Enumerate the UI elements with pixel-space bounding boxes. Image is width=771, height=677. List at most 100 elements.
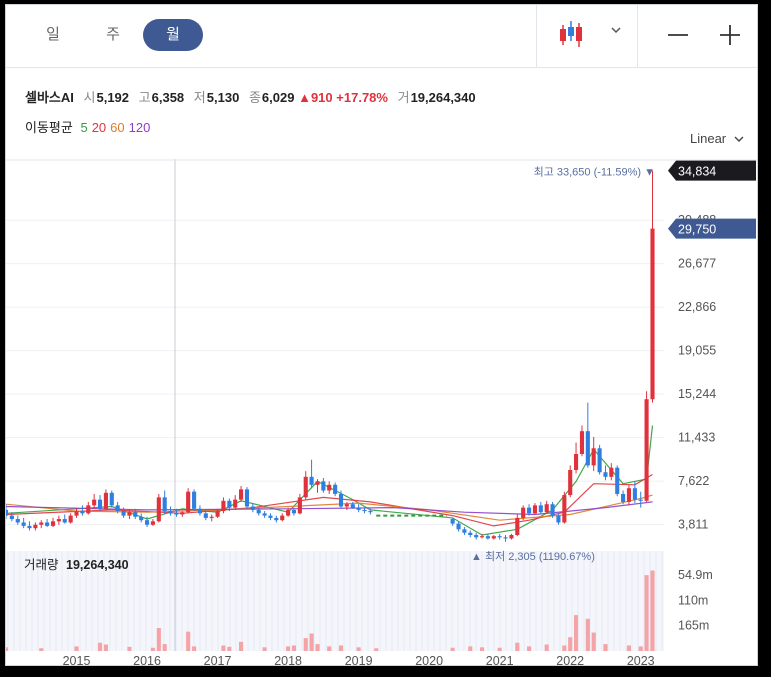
candle-body — [256, 509, 261, 514]
chart-window: 일 주 월 셀바스AI 시5,192 고6,358 저5,130 종6 — [5, 4, 758, 666]
volume-value: 19,264,340 — [410, 90, 476, 105]
volume-bar — [568, 637, 573, 651]
ma-line-5 — [6, 425, 654, 536]
chart-type-selector[interactable] — [536, 5, 638, 67]
candle-body — [615, 467, 620, 494]
candle-body — [197, 508, 203, 514]
volume-bar — [103, 644, 108, 651]
candle-body — [368, 511, 373, 513]
candle-body — [591, 448, 596, 466]
candle-body — [521, 507, 526, 518]
high-price-tag — [668, 160, 756, 181]
candle-body — [544, 504, 549, 513]
x-tick-label: 2019 — [345, 654, 373, 666]
close-label: 종 — [248, 90, 261, 105]
candle-body — [262, 513, 267, 516]
candle-body — [632, 488, 637, 500]
candle-body — [239, 489, 244, 500]
minus-icon — [668, 34, 688, 36]
x-tick-label: 2017 — [204, 654, 232, 666]
candle-body — [362, 509, 367, 512]
volume-bar — [468, 646, 473, 651]
volume-bar — [356, 647, 361, 651]
volume-bar — [585, 618, 590, 651]
volume-bar — [227, 646, 232, 651]
volume-bar — [291, 645, 297, 651]
candle-body — [280, 515, 285, 521]
volume-panel-label: 거래량 — [24, 558, 59, 572]
candle-body — [109, 492, 114, 506]
high-label: 고 — [138, 90, 151, 105]
candle-body — [139, 516, 144, 521]
ma-120-label[interactable]: 120 — [128, 120, 151, 135]
candle-body — [585, 431, 590, 466]
candle-body — [15, 519, 20, 523]
candle-body — [338, 493, 344, 507]
moving-average-label: 이동평균 — [25, 120, 73, 135]
ma-60-label[interactable]: 60 — [110, 120, 125, 135]
close-value: 6,029 — [261, 90, 295, 105]
x-tick-label: 2022 — [556, 654, 584, 666]
max-price-annotation: 최고 33,650 (-11.59%) ▼ — [534, 166, 655, 179]
x-tick-label: 2016 — [133, 654, 161, 666]
volume-bar — [239, 641, 244, 651]
volume-bar — [286, 646, 291, 651]
tab-week[interactable]: 주 — [106, 26, 120, 43]
min-price-annotation: ▲ 최저 2,305 (1190.67%) — [471, 550, 595, 563]
y-tick-label: 3,811 — [678, 518, 708, 532]
candle-body — [509, 535, 514, 539]
low-label: 저 — [193, 90, 206, 105]
candle-body — [462, 529, 467, 533]
candle-body — [333, 484, 338, 494]
x-tick-label: 2015 — [63, 654, 91, 666]
candle-body — [209, 516, 214, 518]
volume-bar — [338, 645, 344, 651]
zoom-out-button[interactable] — [658, 17, 698, 53]
candle-body — [27, 525, 32, 529]
candle-body — [180, 512, 185, 515]
scale-selector[interactable]: Linear — [690, 131, 746, 146]
ma-20-label[interactable]: 20 — [91, 120, 107, 135]
candle-body — [621, 493, 626, 502]
volume-bar — [97, 642, 103, 651]
y-tick-label: 11,433 — [678, 431, 715, 445]
candle-body — [327, 484, 332, 491]
y-tick-label: 7,622 — [678, 474, 709, 488]
change-percent: +17.78% — [336, 90, 388, 105]
volume-bar — [603, 644, 608, 651]
chart-canvas[interactable]: 3,811 7,622 11,433 15,244 19,055 22,866 26,677… — [6, 5, 758, 666]
ma-5-label[interactable]: 5 — [80, 120, 88, 135]
tab-day[interactable]: 일 — [46, 26, 60, 43]
candle-body — [532, 505, 537, 514]
volume-bar — [303, 638, 308, 651]
candle-body — [133, 512, 138, 517]
candle-body — [450, 519, 455, 524]
volume-bar — [39, 648, 44, 651]
candle-body — [203, 513, 208, 518]
open-label: 시 — [83, 90, 96, 105]
candle-body — [527, 507, 532, 514]
candle-body — [609, 467, 614, 477]
volume-bar — [562, 645, 567, 651]
change-value: 910 — [310, 90, 333, 105]
candle-body — [215, 511, 220, 517]
volume-bar — [497, 647, 502, 651]
volume-bar — [192, 646, 197, 651]
volume-bar — [162, 644, 167, 651]
candle-body — [62, 519, 67, 523]
candle-body — [227, 500, 232, 508]
candle-body — [115, 505, 120, 512]
candle-body — [68, 515, 73, 523]
volume-bar — [638, 646, 643, 651]
scale-label: Linear — [690, 131, 727, 146]
plus-icon — [720, 25, 740, 45]
candle-body — [21, 522, 26, 526]
stock-name: 셀바스AI — [25, 90, 74, 105]
candle-body — [45, 522, 50, 526]
zoom-in-button[interactable] — [710, 17, 750, 53]
volume-bar — [150, 647, 155, 651]
candle-body — [233, 499, 238, 508]
price-summary: 셀바스AI 시5,192 고6,358 저5,130 종6,029 ▲910 +… — [25, 87, 476, 106]
tab-month[interactable]: 월 — [143, 19, 203, 51]
high-price-tag-label: 34,834 — [678, 165, 716, 179]
